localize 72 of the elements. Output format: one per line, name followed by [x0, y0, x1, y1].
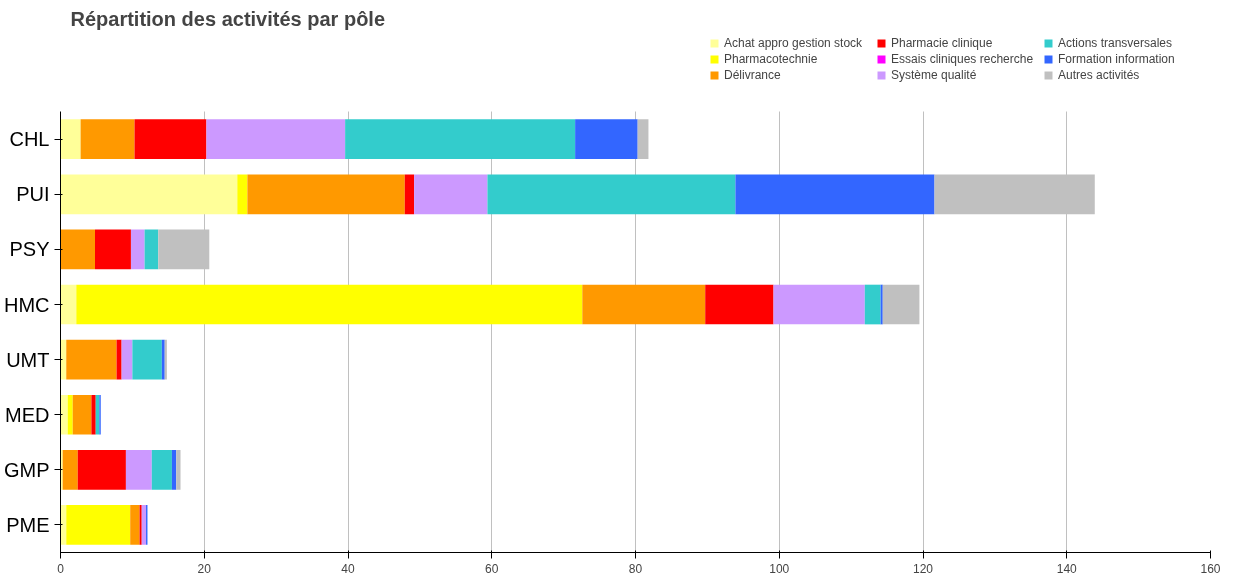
bar: [72, 394, 92, 435]
x-tick-label: 120: [912, 561, 934, 576]
bar: [62, 450, 78, 490]
y-tick-label: MED: [5, 403, 50, 426]
y-tick-label: CHL: [9, 128, 50, 151]
y-tick-label: HMC: [3, 293, 50, 316]
bar: [134, 119, 207, 160]
bar: [60, 229, 95, 270]
x-tick-label: 80: [628, 561, 643, 576]
bar: [60, 394, 68, 435]
bar: [144, 229, 159, 270]
bar: [121, 339, 133, 380]
bar: [132, 339, 162, 380]
bar: [171, 450, 177, 490]
bar: [773, 284, 865, 325]
bar: [237, 174, 248, 215]
bar: [67, 394, 73, 435]
bar: [60, 119, 81, 160]
x-tick-label: 20: [197, 561, 212, 576]
bar: [345, 119, 576, 160]
bar: [247, 174, 405, 215]
x-tick-label: 100: [769, 561, 790, 576]
bar: [80, 119, 135, 160]
legend-label: Achat appro gestion stock: [724, 36, 864, 50]
bar: [60, 284, 77, 325]
bar: [705, 284, 774, 325]
bar: [66, 505, 131, 545]
bar: [116, 339, 122, 380]
bar: [139, 505, 142, 545]
bar: [864, 284, 881, 325]
bar: [77, 450, 126, 490]
y-tick-label: GMP: [3, 458, 50, 481]
legend-label: Système qualité: [891, 68, 978, 82]
bar: [735, 174, 935, 215]
bar: [176, 450, 181, 490]
chart-title: Répartition des activités par pôle: [70, 7, 386, 30]
y-tick-label: PSY: [9, 238, 50, 261]
bar: [880, 284, 883, 325]
bar: [637, 119, 649, 160]
bar: [76, 284, 583, 325]
x-tick-label: 160: [1200, 561, 1221, 576]
bar: [95, 229, 131, 270]
y-tick-label: PME: [6, 513, 50, 536]
legend-label: Pharmacie clinique: [891, 36, 994, 50]
bar: [130, 505, 140, 545]
legend-label: Autres activités: [1058, 68, 1141, 82]
legend-label: Pharmacotechnie: [724, 52, 819, 66]
bar: [206, 119, 346, 160]
bar: [575, 119, 638, 160]
bar: [91, 394, 96, 435]
bar: [125, 450, 152, 490]
bar: [404, 174, 415, 215]
legend-label: Essais cliniques recherche: [891, 52, 1035, 66]
bar: [60, 174, 238, 215]
y-tick-label: UMT: [6, 348, 50, 371]
bar: [141, 505, 147, 545]
legend-label: Délivrance: [724, 68, 782, 82]
bar: [130, 229, 145, 270]
x-tick-label: 0: [57, 561, 65, 576]
x-tick-label: 40: [341, 561, 355, 576]
bar: [66, 339, 117, 380]
bar: [414, 174, 488, 215]
legend-label: Actions transversales: [1058, 36, 1174, 50]
x-tick-label: 140: [1056, 561, 1078, 576]
bar: [882, 284, 920, 325]
bar: [582, 284, 706, 325]
legend-label: Formation information: [1058, 52, 1176, 66]
bar: [151, 450, 172, 490]
bar: [487, 174, 736, 215]
x-tick-label: 60: [485, 561, 499, 576]
bar: [60, 450, 63, 490]
y-tick-label: PUI: [16, 183, 50, 206]
